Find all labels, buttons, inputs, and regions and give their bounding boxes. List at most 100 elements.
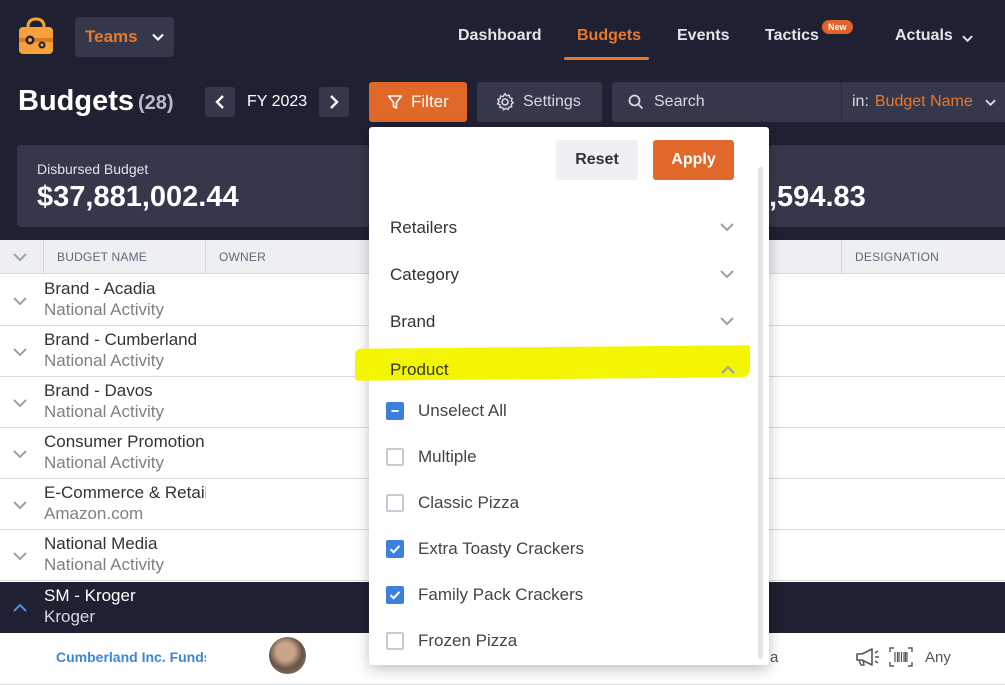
option-label: Frozen Pizza (418, 631, 518, 650)
page-title: Budgets (18, 85, 134, 117)
chevron-down-icon (720, 270, 734, 279)
search-scope-prefix: in: (852, 93, 869, 110)
budget-subtitle: National Activity (44, 351, 164, 370)
checkbox-checked[interactable] (386, 540, 404, 558)
apply-button[interactable]: Apply (653, 140, 734, 180)
budget-name: National Media (44, 534, 158, 553)
filter-section-product[interactable]: Product (369, 349, 749, 389)
chevron-down-icon[interactable] (13, 294, 27, 308)
scrollbar[interactable] (758, 167, 763, 659)
previous-year-button[interactable] (205, 87, 235, 117)
app-logo[interactable] (18, 17, 54, 55)
search-scope-select[interactable]: in: Budget Name (841, 82, 1005, 122)
budget-subtitle: Kroger (44, 607, 96, 626)
chevron-down-icon (720, 223, 734, 232)
budget-stat-value: ,594.83 (769, 181, 866, 213)
section-label: Product (390, 360, 449, 379)
filter-panel: Reset Apply Retailers Category Brand Uns… (369, 127, 769, 665)
chevron-down-icon[interactable] (13, 498, 27, 512)
chevron-up-icon[interactable] (13, 601, 27, 615)
checkbox-indeterminate[interactable] (386, 402, 404, 420)
checkbox[interactable] (386, 494, 404, 512)
fiscal-year-label: FY 2023 (247, 93, 308, 110)
settings-button[interactable]: Settings (477, 82, 602, 122)
filter-button[interactable]: Filter (369, 82, 467, 122)
chevron-down-icon[interactable] (13, 345, 27, 359)
budget-subtitle: National Activity (44, 402, 164, 421)
option-frozen-pizza[interactable]: Frozen Pizza (386, 626, 746, 656)
disbursed-budget-value: $37,881,002.44 (37, 181, 239, 213)
search-scope-value: Budget Name (874, 93, 973, 110)
nav-dashboard[interactable]: Dashboard (458, 27, 542, 44)
budget-name: Brand - Acadia (44, 279, 156, 298)
any-label: Any (925, 648, 951, 666)
funnel-icon (387, 95, 403, 109)
column-owner[interactable]: OWNER (219, 250, 266, 264)
next-year-button[interactable] (319, 87, 349, 117)
section-label: Category (390, 265, 459, 284)
collapse-all-icon[interactable] (13, 252, 27, 262)
checkmark-icon (389, 591, 401, 600)
filter-section-retailers[interactable]: Retailers (369, 208, 749, 248)
active-nav-indicator (564, 57, 649, 60)
column-designation[interactable]: DESIGNATION (855, 250, 939, 264)
checkbox[interactable] (386, 448, 404, 466)
detail-icons: Any (855, 647, 951, 667)
option-multiple[interactable]: Multiple (386, 442, 746, 472)
budget-stat-card: ,594.83 (769, 145, 1005, 227)
budget-name: E-Commerce & Retail (44, 483, 206, 502)
chevron-down-icon (720, 317, 734, 326)
budget-subtitle: National Activity (44, 555, 164, 574)
budget-name: Consumer Promotion (44, 432, 205, 451)
nav-tactics[interactable]: Tactics (765, 27, 819, 44)
chevron-down-icon[interactable] (13, 396, 27, 410)
chevron-down-icon[interactable] (13, 447, 27, 461)
chevron-up-icon (721, 365, 735, 374)
nav-actuals[interactable]: Actuals (895, 27, 953, 44)
new-badge: New (822, 20, 853, 34)
funds-link[interactable]: Cumberland Inc. Funds (56, 649, 206, 665)
option-extra-toasty-crackers[interactable]: Extra Toasty Crackers (386, 534, 746, 564)
column-budget-name[interactable]: BUDGET NAME (57, 250, 147, 264)
option-family-pack-crackers[interactable]: Family Pack Crackers (386, 580, 746, 610)
budget-count: (28) (138, 92, 174, 114)
detail-text: a (770, 649, 779, 666)
filter-section-category[interactable]: Category (369, 255, 749, 295)
nav-events[interactable]: Events (677, 27, 730, 44)
checkbox-checked[interactable] (386, 586, 404, 604)
chevron-down-icon (962, 35, 973, 43)
megaphone-icon (856, 648, 879, 666)
search-icon (628, 94, 644, 110)
teams-dropdown[interactable]: Teams (75, 17, 174, 57)
filter-label: Filter (411, 92, 449, 111)
avatar (269, 637, 306, 674)
chevron-left-icon (215, 95, 224, 109)
budget-subtitle: National Activity (44, 300, 164, 319)
disbursed-budget-label: Disbursed Budget (37, 161, 149, 177)
chevron-right-icon (330, 95, 339, 109)
option-classic-pizza[interactable]: Classic Pizza (386, 488, 746, 518)
checkbox[interactable] (386, 632, 404, 650)
budget-subtitle: National Activity (44, 453, 164, 472)
chevron-down-icon (985, 99, 996, 106)
checkmark-icon (389, 545, 401, 554)
filter-section-brand[interactable]: Brand (369, 302, 749, 342)
option-label: Family Pack Crackers (418, 585, 584, 604)
budget-subtitle: Amazon.com (44, 504, 144, 523)
budget-name: Brand - Cumberland (44, 330, 198, 349)
section-label: Brand (390, 312, 436, 331)
section-label: Retailers (390, 218, 458, 237)
budget-name: SM - Kroger (44, 586, 136, 605)
budget-name: Brand - Davos (44, 381, 153, 400)
search-field[interactable] (612, 82, 841, 122)
option-unselect-all[interactable]: Unselect All (386, 396, 746, 426)
option-label: Multiple (418, 447, 477, 466)
reset-button[interactable]: Reset (556, 140, 638, 180)
chevron-down-icon[interactable] (13, 549, 27, 563)
nav-budgets[interactable]: Budgets (577, 27, 641, 44)
chevron-down-icon (151, 33, 164, 42)
search-input[interactable] (654, 93, 824, 111)
option-label: Unselect All (418, 401, 507, 420)
gear-icon (496, 92, 514, 111)
settings-label: Settings (523, 93, 581, 110)
